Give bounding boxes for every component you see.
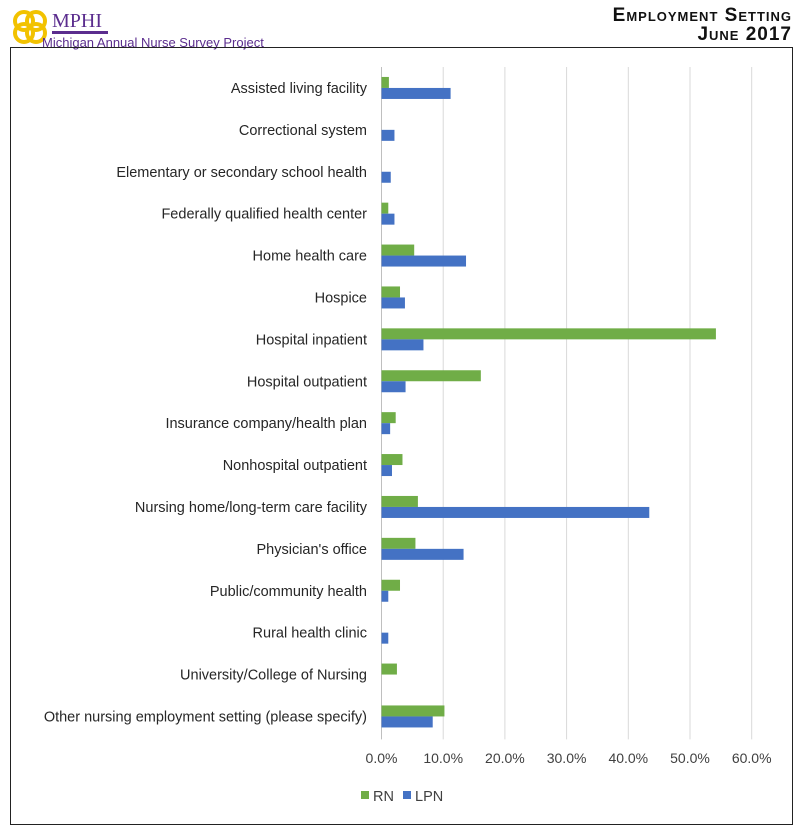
org-name: MPHI [52, 11, 109, 34]
x-tick-label: 60.0% [732, 750, 772, 766]
category-label: Federally qualified health center [161, 207, 367, 223]
category-label: Nonhospital outpatient [223, 458, 367, 474]
category-label: Physician's office [257, 542, 368, 558]
bar-rn [381, 537, 416, 549]
bar-rn [381, 202, 389, 214]
x-tick-label: 0.0% [366, 750, 398, 766]
page-title: Employment Setting June 2017 [613, 6, 792, 44]
bar-lpn [381, 506, 650, 518]
bar-rn [381, 705, 445, 717]
category-label: Correctional system [239, 123, 367, 139]
bar-lpn [381, 716, 433, 728]
bar-rn [381, 76, 389, 88]
bar-rn [381, 663, 397, 675]
bar-lpn [381, 423, 391, 435]
category-label: Public/community health [210, 584, 367, 600]
mphi-logo: MPHI Michigan Annual Nurse Survey Projec… [8, 5, 308, 50]
title-line-2: June 2017 [697, 24, 792, 45]
category-label: Other nursing employment setting (please… [44, 709, 367, 725]
bar-lpn [381, 297, 405, 309]
category-label: Elementary or secondary school health [116, 165, 367, 181]
legend-swatch-lpn [403, 791, 411, 799]
bar-lpn [381, 171, 391, 183]
bar-rn [381, 412, 396, 424]
bar-lpn [381, 381, 406, 393]
bar-rn [381, 286, 401, 298]
x-tick-label: 30.0% [547, 750, 587, 766]
bar-lpn [381, 632, 389, 644]
category-label: Nursing home/long-term care facility [135, 500, 368, 516]
category-label: Insurance company/health plan [165, 416, 367, 432]
bar-rn [381, 579, 401, 591]
category-label: Rural health clinic [253, 626, 367, 642]
bar-lpn [381, 465, 392, 477]
bar-lpn [381, 339, 424, 351]
bar-lpn [381, 213, 395, 225]
category-label: Assisted living facility [231, 81, 368, 97]
category-label: Hospice [315, 290, 367, 306]
category-label: Hospital outpatient [247, 374, 367, 390]
legend-swatch-rn [361, 791, 369, 799]
bar-lpn [381, 590, 389, 602]
category-label: Hospital inpatient [256, 332, 367, 348]
legend-label-rn: RN [373, 789, 394, 805]
category-label: Home health care [253, 249, 367, 265]
x-tick-label: 50.0% [670, 750, 710, 766]
chart-frame [10, 47, 793, 825]
title-line-1: Employment Setting [612, 5, 792, 26]
bar-rn [381, 370, 481, 382]
bar-rn [381, 328, 716, 340]
x-tick-label: 10.0% [423, 750, 463, 766]
bar-rn [381, 454, 403, 466]
logo-knot-icon [13, 10, 47, 44]
x-tick-label: 20.0% [485, 750, 525, 766]
bar-lpn [381, 129, 395, 141]
bar-rn [381, 495, 418, 507]
bar-lpn [381, 87, 451, 99]
category-label: University/College of Nursing [180, 668, 367, 684]
project-subtitle: Michigan Annual Nurse Survey Project [42, 35, 264, 50]
bar-rn [381, 244, 415, 256]
bar-lpn [381, 548, 464, 560]
x-tick-label: 40.0% [608, 750, 648, 766]
bar-lpn [381, 255, 467, 267]
legend-label-lpn: LPN [415, 789, 443, 805]
